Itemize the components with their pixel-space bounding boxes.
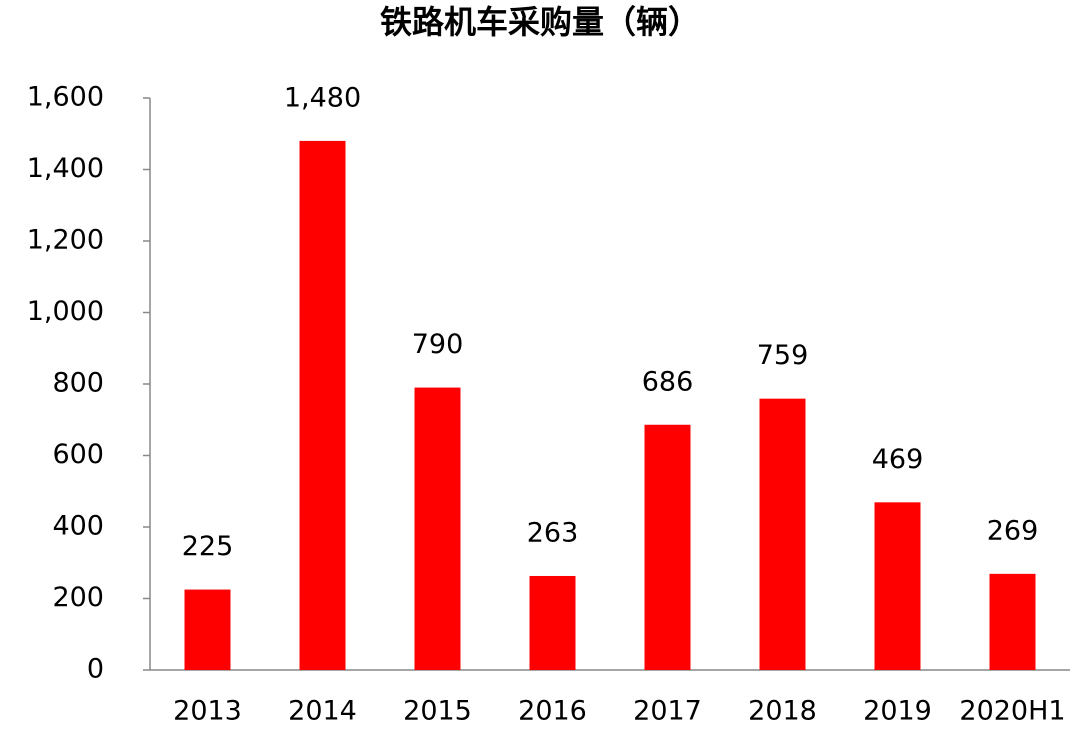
value-label: 269: [987, 515, 1039, 546]
chart-title: 铁路机车采购量（辆）: [380, 3, 700, 41]
x-tick-label: 2015: [403, 696, 472, 727]
value-label: 263: [527, 517, 579, 548]
y-tick-label: 1,000: [27, 296, 104, 327]
x-tick-label: 2019: [863, 696, 932, 727]
y-tick-label: 600: [52, 439, 104, 470]
value-label: 225: [182, 531, 234, 562]
y-tick-label: 200: [52, 582, 104, 613]
bar: [759, 398, 806, 670]
y-tick-label: 1,600: [27, 82, 104, 113]
value-label: 469: [872, 444, 924, 475]
value-label: 759: [757, 340, 809, 371]
x-tick-label: 2017: [633, 696, 702, 727]
x-tick-label: 2020H1: [959, 696, 1065, 727]
x-tick-label: 2013: [173, 696, 242, 727]
y-tick-label: 1,200: [27, 225, 104, 256]
y-tick-label: 1,400: [27, 153, 104, 184]
y-tick-label: 0: [87, 654, 104, 685]
bar: [644, 424, 691, 670]
x-tick-label: 2016: [518, 696, 587, 727]
bar: [989, 573, 1036, 670]
value-label: 790: [412, 329, 464, 360]
value-label: 1,480: [284, 82, 361, 113]
bar: [529, 575, 576, 670]
x-tick-label: 2014: [288, 696, 357, 727]
bar: [184, 589, 231, 670]
x-tick-label: 2018: [748, 696, 817, 727]
bar: [414, 387, 461, 670]
bar: [874, 502, 921, 670]
y-tick-label: 400: [52, 511, 104, 542]
bar: [299, 140, 346, 670]
y-tick-label: 800: [52, 368, 104, 399]
value-label: 686: [642, 366, 694, 397]
